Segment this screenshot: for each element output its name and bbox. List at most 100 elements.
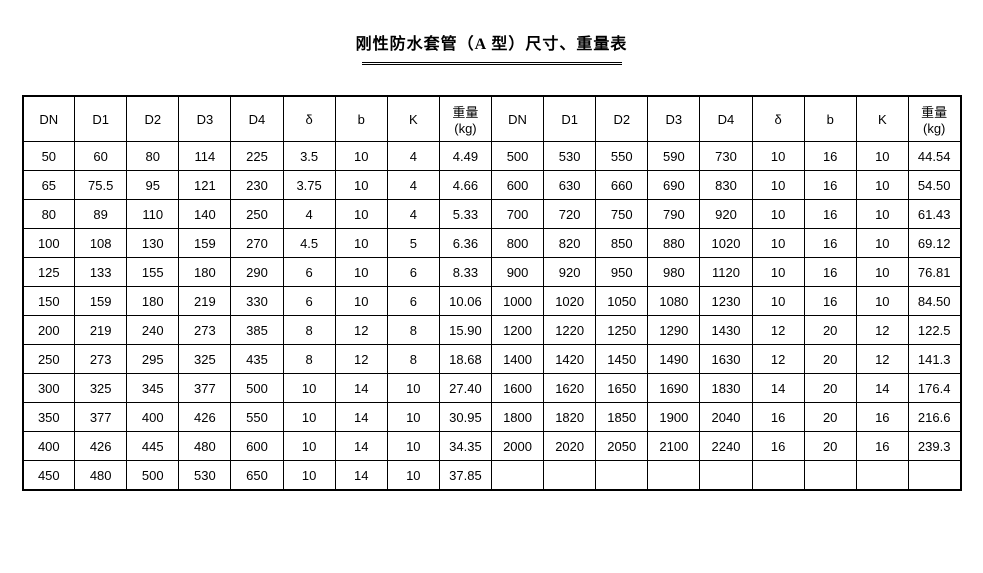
- table-cell: 65: [23, 171, 75, 200]
- table-cell: 44.54: [908, 142, 960, 171]
- table-row: 150159180219330610610.061000102010501080…: [23, 287, 961, 316]
- table-cell: 10: [752, 200, 804, 229]
- table-cell: 2100: [648, 432, 700, 461]
- table-cell: 800: [491, 229, 543, 258]
- table-cell: 2000: [491, 432, 543, 461]
- table-cell: 16: [752, 432, 804, 461]
- table-cell: 10: [856, 287, 908, 316]
- table-cell: 630: [544, 171, 596, 200]
- table-cell: 20: [804, 432, 856, 461]
- table-cell: 1020: [544, 287, 596, 316]
- table-cell: 8: [283, 316, 335, 345]
- table-cell: 920: [544, 258, 596, 287]
- table-cell: 500: [127, 461, 179, 491]
- table-cell: 75.5: [75, 171, 127, 200]
- table-cell: 480: [179, 432, 231, 461]
- table-cell: 920: [700, 200, 752, 229]
- table-cell: 219: [179, 287, 231, 316]
- table-cell: 10: [335, 142, 387, 171]
- table-cell: 240: [127, 316, 179, 345]
- table-cell: 1600: [491, 374, 543, 403]
- table-cell: 16: [856, 403, 908, 432]
- table-cell: 12: [856, 345, 908, 374]
- table-cell: 20: [804, 345, 856, 374]
- table-cell: 10: [856, 171, 908, 200]
- table-cell: 14: [335, 403, 387, 432]
- table-cell: 400: [23, 432, 75, 461]
- column-header: D4: [231, 96, 283, 142]
- table-cell: 15.90: [439, 316, 491, 345]
- table-header-row: DND1D2D3D4δbK重量(kg)DND1D2D3D4δbK重量(kg): [23, 96, 961, 142]
- column-header: DN: [491, 96, 543, 142]
- table-cell: 121: [179, 171, 231, 200]
- table-cell: 480: [75, 461, 127, 491]
- table-cell: 122.5: [908, 316, 960, 345]
- table-row: 40042644548060010141034.3520002020205021…: [23, 432, 961, 461]
- table-cell: 8: [387, 345, 439, 374]
- table-cell: 2050: [596, 432, 648, 461]
- table-cell: [856, 461, 908, 491]
- table-row: 30032534537750010141027.4016001620165016…: [23, 374, 961, 403]
- column-header: D2: [127, 96, 179, 142]
- title-underline: [362, 58, 622, 65]
- table-cell: 225: [231, 142, 283, 171]
- table-cell: 61.43: [908, 200, 960, 229]
- table-cell: 76.81: [908, 258, 960, 287]
- table-cell: 10: [387, 432, 439, 461]
- table-cell: 54.50: [908, 171, 960, 200]
- table-cell: 850: [596, 229, 648, 258]
- table-cell: 27.40: [439, 374, 491, 403]
- table-cell: 130: [127, 229, 179, 258]
- table-cell: 3.75: [283, 171, 335, 200]
- table-cell: 20: [804, 374, 856, 403]
- table-cell: 1690: [648, 374, 700, 403]
- table-cell: 1650: [596, 374, 648, 403]
- table-cell: 14: [856, 374, 908, 403]
- table-cell: 1200: [491, 316, 543, 345]
- table-cell: 216.6: [908, 403, 960, 432]
- table-cell: [544, 461, 596, 491]
- table-header: DND1D2D3D4δbK重量(kg)DND1D2D3D4δbK重量(kg): [23, 96, 961, 142]
- table-cell: 4: [387, 142, 439, 171]
- table-cell: 400: [127, 403, 179, 432]
- column-header: DN: [23, 96, 75, 142]
- table-cell: 239.3: [908, 432, 960, 461]
- table-cell: 1120: [700, 258, 752, 287]
- column-header: 重量(kg): [439, 96, 491, 142]
- table-cell: 1290: [648, 316, 700, 345]
- column-header: δ: [752, 96, 804, 142]
- table-cell: 10: [387, 374, 439, 403]
- table-cell: 270: [231, 229, 283, 258]
- table-cell: 690: [648, 171, 700, 200]
- table-cell: 219: [75, 316, 127, 345]
- table-cell: 1490: [648, 345, 700, 374]
- table-cell: 1450: [596, 345, 648, 374]
- table-cell: 141.3: [908, 345, 960, 374]
- table-cell: 10: [752, 171, 804, 200]
- table-cell: 69.12: [908, 229, 960, 258]
- spec-table: DND1D2D3D4δbK重量(kg)DND1D2D3D4δbK重量(kg) 5…: [22, 95, 962, 491]
- table-cell: 250: [231, 200, 283, 229]
- table-cell: 12: [335, 316, 387, 345]
- table-cell: 6.36: [439, 229, 491, 258]
- table-cell: 1420: [544, 345, 596, 374]
- table-cell: 108: [75, 229, 127, 258]
- table-cell: 10: [387, 403, 439, 432]
- column-header: D2: [596, 96, 648, 142]
- table-cell: 1400: [491, 345, 543, 374]
- table-cell: 330: [231, 287, 283, 316]
- table-cell: [491, 461, 543, 491]
- table-cell: 16: [856, 432, 908, 461]
- table-cell: 1220: [544, 316, 596, 345]
- table-cell: 345: [127, 374, 179, 403]
- table-cell: 1430: [700, 316, 752, 345]
- table-cell: 445: [127, 432, 179, 461]
- table-cell: 500: [231, 374, 283, 403]
- table-cell: 500: [491, 142, 543, 171]
- table-cell: 230: [231, 171, 283, 200]
- table-cell: 1820: [544, 403, 596, 432]
- table-cell: 10: [856, 142, 908, 171]
- table-cell: 2240: [700, 432, 752, 461]
- table-cell: 16: [804, 171, 856, 200]
- table-cell: 1800: [491, 403, 543, 432]
